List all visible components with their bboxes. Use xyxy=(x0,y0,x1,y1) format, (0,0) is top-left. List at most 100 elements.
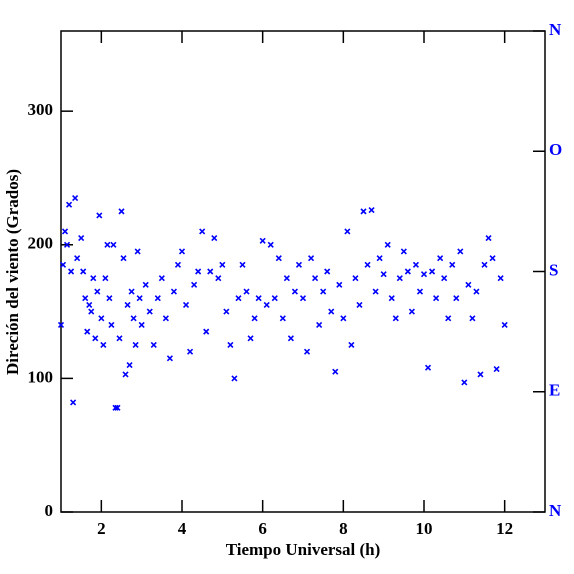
point xyxy=(291,288,298,295)
point xyxy=(108,321,115,329)
point xyxy=(493,365,500,373)
point xyxy=(316,321,323,329)
point xyxy=(132,341,139,349)
point xyxy=(120,255,127,262)
point xyxy=(420,271,428,278)
point xyxy=(154,295,161,302)
point xyxy=(158,275,165,282)
point xyxy=(182,301,190,308)
point xyxy=(243,288,250,295)
point xyxy=(170,288,177,295)
point xyxy=(223,308,230,315)
point xyxy=(501,321,508,329)
point xyxy=(461,379,468,386)
point xyxy=(267,241,274,248)
point xyxy=(128,288,135,295)
point xyxy=(453,295,460,302)
point xyxy=(312,275,319,282)
point xyxy=(279,315,286,322)
x-tick-label: 6 xyxy=(258,519,267,538)
point xyxy=(162,315,169,322)
point xyxy=(136,295,143,302)
point xyxy=(150,341,157,349)
point xyxy=(441,275,448,282)
point xyxy=(166,355,173,362)
point xyxy=(88,308,95,315)
point xyxy=(235,295,242,302)
point xyxy=(66,201,73,208)
point xyxy=(112,404,119,411)
point xyxy=(388,295,395,302)
point xyxy=(211,235,218,242)
point xyxy=(324,268,331,275)
point xyxy=(412,261,419,268)
point xyxy=(199,228,206,235)
point xyxy=(259,237,266,244)
point xyxy=(400,248,407,255)
point xyxy=(110,241,117,248)
point xyxy=(368,206,375,214)
point xyxy=(340,315,347,322)
y-tick-label: 300 xyxy=(28,100,54,119)
point xyxy=(72,194,79,202)
point xyxy=(380,271,387,278)
y2-tick-label: N xyxy=(549,501,562,520)
point xyxy=(364,261,371,268)
point xyxy=(497,275,504,282)
y2-tick-label: S xyxy=(549,260,558,279)
point xyxy=(124,301,131,308)
point xyxy=(469,315,476,322)
point xyxy=(344,228,351,235)
x-tick-label: 4 xyxy=(178,519,187,538)
point xyxy=(130,315,137,322)
point xyxy=(104,241,111,248)
point xyxy=(328,308,335,315)
point xyxy=(308,255,315,262)
point xyxy=(191,281,198,288)
point xyxy=(275,255,282,262)
point xyxy=(94,288,101,295)
point xyxy=(283,275,290,282)
point xyxy=(61,228,69,235)
point xyxy=(287,335,294,342)
point xyxy=(445,315,452,322)
y-tick-label: 200 xyxy=(28,234,54,253)
point xyxy=(84,328,91,335)
point xyxy=(352,275,359,282)
point xyxy=(122,371,129,378)
point xyxy=(489,255,496,262)
point xyxy=(473,288,480,295)
point xyxy=(408,308,415,315)
point xyxy=(187,348,194,355)
point xyxy=(295,261,303,268)
plot-frame xyxy=(60,30,546,513)
point xyxy=(384,241,391,248)
y2-tick-label: E xyxy=(549,381,560,400)
point xyxy=(239,261,246,268)
point xyxy=(78,235,85,242)
point xyxy=(360,208,367,215)
point xyxy=(376,255,383,262)
point xyxy=(138,321,145,329)
point xyxy=(433,295,440,302)
point xyxy=(74,255,81,262)
point xyxy=(299,295,307,302)
point xyxy=(336,281,343,288)
point xyxy=(416,288,424,295)
point xyxy=(255,295,262,302)
point xyxy=(57,321,65,329)
point xyxy=(174,261,182,268)
point xyxy=(92,335,99,342)
point xyxy=(263,301,270,308)
point xyxy=(320,288,327,295)
point xyxy=(396,275,403,282)
point xyxy=(114,404,121,411)
point xyxy=(392,315,399,322)
point xyxy=(271,295,278,302)
point xyxy=(82,295,89,302)
point xyxy=(63,241,71,248)
point xyxy=(247,335,254,342)
point xyxy=(195,268,202,275)
